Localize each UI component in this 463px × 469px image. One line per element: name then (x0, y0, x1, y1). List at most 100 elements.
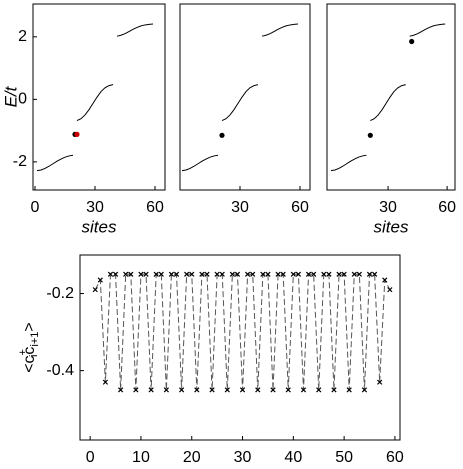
panel: 30 60 (179, 3, 311, 216)
data-marker (305, 271, 312, 277)
x-tick-label: 30 (86, 199, 104, 216)
data-line (94, 273, 391, 390)
data-marker (112, 271, 119, 277)
data-marker (371, 271, 378, 277)
x-axis-label: sites (82, 217, 117, 236)
data-marker (275, 271, 281, 277)
data-line (181, 23, 299, 172)
x-tick-label: 60 (386, 449, 404, 466)
data-marker (153, 271, 159, 277)
data-marker (270, 387, 276, 393)
data-marker (224, 387, 230, 393)
data-marker (239, 387, 246, 393)
x-tick-label: 60 (146, 199, 164, 216)
data-marker (199, 271, 205, 277)
x-tick-label: 40 (284, 449, 302, 466)
data-point (74, 131, 80, 137)
data-marker (316, 387, 322, 393)
data-marker (92, 287, 98, 293)
data-marker (184, 271, 190, 277)
data-marker (123, 271, 129, 277)
data-marker (143, 271, 149, 277)
data-marker (295, 271, 302, 277)
data-marker (387, 287, 393, 293)
x-tick-label: 0 (86, 449, 95, 466)
label-part: i (28, 355, 40, 357)
y-tick-label: -0.4 (46, 362, 74, 379)
data-marker (168, 271, 175, 277)
data-line (36, 23, 154, 172)
data-marker (128, 271, 134, 277)
data-point (409, 38, 415, 45)
data-marker (102, 379, 109, 385)
x-tick-label: 60 (438, 199, 456, 216)
data-marker (250, 271, 256, 277)
x-tick-label: 30 (231, 199, 249, 216)
panel: 30 60 sites (326, 3, 456, 236)
label-part: > (21, 322, 38, 331)
plot-frame (79, 254, 401, 441)
data-marker (356, 271, 362, 277)
data-marker (173, 271, 180, 277)
plot-frame (179, 3, 311, 191)
data-marker (234, 271, 241, 277)
x-tick-label: 30 (379, 199, 397, 216)
panel: 0 30 60 -2 0 2 sites E/t (1, 3, 166, 236)
data-marker (138, 271, 144, 277)
data-marker (163, 387, 169, 393)
data-marker (194, 387, 200, 393)
panel: 0 10 20 30 40 50 60 -0.4 -0.2 sites <c+ici+1> (17, 254, 404, 469)
label-part: c (21, 347, 38, 355)
data-marker (133, 387, 139, 393)
y-tick-label: -0.2 (46, 285, 74, 302)
label-part: i+1 (29, 332, 41, 347)
data-marker (204, 271, 210, 277)
y-axis-label: E/t (1, 85, 20, 107)
data-marker (244, 271, 251, 277)
data-marker (214, 271, 220, 277)
data-marker (351, 271, 357, 277)
data-marker (311, 271, 317, 277)
x-tick-label: 60 (291, 199, 309, 216)
data-line (330, 23, 446, 172)
data-marker (290, 271, 296, 277)
data-marker (285, 387, 291, 393)
x-axis-label: sites (374, 217, 409, 236)
x-tick-label: 10 (132, 449, 150, 466)
x-tick-label: 20 (183, 449, 201, 466)
data-marker (326, 271, 332, 277)
data-marker (366, 271, 373, 277)
x-tick-label: 50 (335, 449, 353, 466)
y-tick-label: 0 (18, 91, 27, 108)
data-marker (209, 387, 215, 393)
data-marker (255, 387, 261, 393)
data-marker (361, 387, 368, 393)
data-marker (178, 387, 185, 393)
y-tick-label: 2 (18, 28, 27, 45)
data-marker (280, 271, 286, 277)
label-part: <c (21, 355, 38, 372)
data-marker (346, 387, 352, 393)
x-tick-label: 30 (234, 449, 252, 466)
x-axis-label: sites (223, 467, 258, 469)
x-tick-label: 0 (31, 199, 40, 216)
data-marker (107, 271, 114, 277)
data-marker (265, 271, 271, 277)
data-marker (148, 387, 154, 393)
data-marker (331, 387, 337, 393)
data-marker (260, 271, 266, 277)
data-point (367, 132, 373, 138)
data-marker (377, 379, 383, 385)
plot-frame (32, 3, 166, 191)
y-tick-label: -2 (13, 153, 27, 170)
data-marker (300, 387, 307, 393)
data-marker (189, 271, 195, 277)
data-marker (341, 271, 347, 277)
data-marker (336, 271, 342, 277)
data-marker (97, 277, 103, 283)
label-part: + (17, 349, 29, 355)
plot-frame (326, 3, 456, 191)
data-marker (321, 271, 327, 277)
data-marker (118, 387, 124, 393)
